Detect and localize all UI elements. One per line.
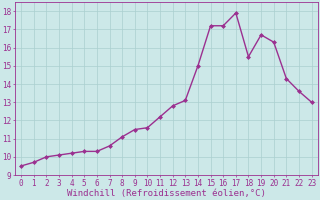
X-axis label: Windchill (Refroidissement éolien,°C): Windchill (Refroidissement éolien,°C)	[67, 189, 266, 198]
